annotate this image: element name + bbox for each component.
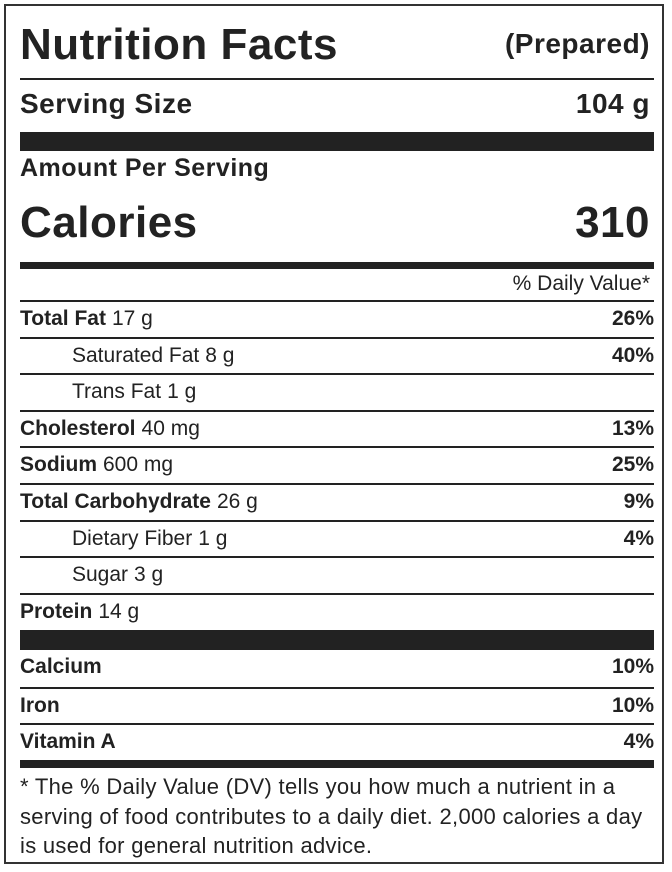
calories-label: Calories (20, 198, 198, 247)
nutrient-name: Sodium (20, 453, 97, 477)
nutrient-row: Calcium 10% (20, 650, 654, 686)
nutrient-name: Total Carbohydrate (20, 490, 211, 513)
calories-value: 310 (575, 198, 650, 247)
title: Nutrition Facts (20, 20, 338, 69)
footnote: * The % Daily Value (DV) tells you how m… (20, 774, 643, 858)
prepared-note: (Prepared) (504, 28, 650, 59)
nutrient-amount: 1 g (198, 526, 228, 550)
daily-value: 26% (611, 307, 654, 330)
thick-rule (20, 132, 654, 151)
nutrient-amount: 600 mg (103, 453, 174, 477)
nutrient-row: Total Fat 17 g 26% (20, 300, 654, 336)
nutrient-amount: 40 mg (141, 416, 200, 440)
nutrient-name: Iron (20, 693, 60, 717)
nutrient-row: Iron 10% (20, 686, 654, 723)
thick-rule (20, 760, 654, 768)
nutrient-row: Saturated Fat 8 g 40% (20, 336, 654, 373)
nutrient-amount: 26 g (216, 490, 258, 513)
nutrient-amount: 3 g (134, 563, 164, 587)
nutrient-name: Calcium (20, 655, 102, 678)
nutrient-row: Cholesterol 40 mg 13% (20, 409, 654, 446)
daily-value: 10% (611, 693, 654, 717)
amount-per-serving: Amount Per Serving (20, 154, 270, 182)
nutrient-name: Saturated Fat (72, 343, 200, 367)
daily-value: 9% (623, 490, 654, 513)
daily-value: 4% (623, 526, 654, 550)
nutrient-row: Sugar 3 g (20, 556, 654, 592)
nutrient-row: Sodium 600 mg 25% (20, 446, 654, 482)
nutrient-name: Vitamin A (20, 730, 116, 754)
daily-value: 25% (611, 453, 654, 477)
nutrient-amount: 1 g (167, 380, 197, 404)
nutrient-row: Dietary Fiber 1 g 4% (20, 519, 654, 556)
nutrient-row: Vitamin A 4% (20, 723, 654, 759)
thick-rule (20, 262, 654, 269)
daily-value: 10% (611, 655, 654, 678)
nutrient-amount: 8 g (205, 343, 235, 367)
daily-value: 13% (611, 416, 654, 440)
nutrient-name: Cholesterol (20, 416, 136, 440)
serving-label: Serving Size (20, 88, 193, 119)
nutrient-row: Total Carbohydrate 26 g 9% (20, 483, 654, 519)
serving-value: 104 g (575, 88, 650, 119)
nutrient-name: Trans Fat (72, 380, 162, 404)
daily-value-header: % Daily Value* (512, 272, 650, 295)
nutrient-amount: 17 g (111, 307, 153, 330)
nutrient-name: Dietary Fiber (72, 526, 193, 550)
nutrient-name: Total Fat (20, 307, 106, 330)
thick-rule (20, 630, 654, 650)
nutrient-row: Trans Fat 1 g (20, 373, 654, 409)
nutrient-amount: 14 g (98, 599, 140, 623)
nutrient-name: Protein (20, 599, 93, 623)
rule (20, 78, 654, 80)
daily-value: 4% (623, 730, 654, 754)
nutrition-label: Nutrition Facts (Prepared) Serving Size … (4, 4, 664, 864)
nutrient-row: Protein 14 g (20, 592, 654, 629)
daily-value: 40% (611, 343, 654, 367)
nutrient-name: Sugar (72, 563, 129, 587)
